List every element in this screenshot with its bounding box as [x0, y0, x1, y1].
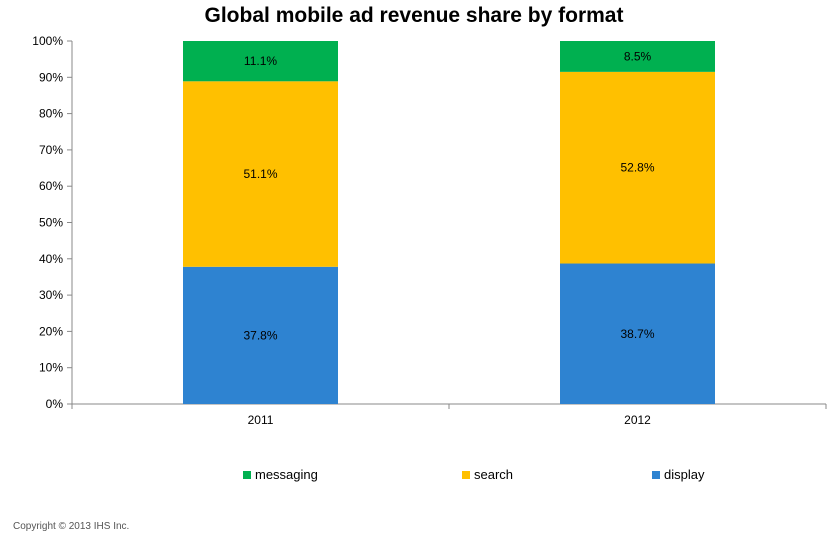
chart-title: Global mobile ad revenue share by format — [204, 4, 624, 27]
data-label-messaging-2012: 8.5% — [624, 49, 652, 63]
data-label-search-2012: 52.8% — [620, 161, 654, 175]
data-label-messaging-2011: 11.1% — [244, 54, 277, 68]
legend-label-display: display — [664, 467, 705, 482]
bar-messaging-2011 — [183, 41, 338, 82]
y-tick-label: 100% — [32, 34, 63, 48]
y-tick-label: 80% — [39, 107, 63, 121]
y-tick-label: 20% — [39, 324, 63, 338]
y-tick-label: 10% — [39, 361, 63, 375]
legend-label-messaging: messaging — [255, 467, 318, 482]
x-tick-label: 2011 — [248, 413, 274, 427]
legend-item-display: display — [652, 467, 704, 482]
y-tick-label: 40% — [39, 252, 63, 266]
legend-swatch-display — [652, 470, 660, 479]
bar-search-2011 — [183, 81, 338, 267]
legend-item-messaging: messaging — [243, 467, 318, 482]
legend-label-search: search — [474, 467, 514, 482]
y-tick-label: 0% — [46, 397, 64, 411]
legend-item-search: search — [462, 467, 513, 482]
data-label-display-2011: 37.8% — [243, 328, 277, 342]
data-label-display-2012: 38.7% — [620, 327, 654, 341]
y-tick-label: 30% — [39, 288, 63, 302]
y-tick-label: 60% — [39, 179, 63, 193]
x-tick-label: 2012 — [624, 413, 651, 427]
data-label-search-2011: 51.1% — [243, 167, 277, 181]
legend-swatch-messaging — [243, 470, 251, 479]
y-tick-label: 50% — [39, 216, 63, 230]
y-tick-label: 70% — [39, 143, 63, 157]
chart-legend: messaging search display — [0, 467, 828, 485]
bar-search-2012 — [560, 71, 715, 264]
bar-display-2012 — [560, 263, 715, 404]
bar-messaging-2012 — [560, 41, 715, 72]
legend-swatch-search — [462, 470, 470, 479]
y-tick-label: 90% — [39, 70, 63, 84]
bar-display-2011 — [183, 266, 338, 404]
chart-plot: 0% 10% 20% 30% 40% 50% 60% 70% 80% 90% 100% 37.8% 51… — [32, 34, 827, 427]
copyright-text: Copyright © 2013 IHS Inc. — [13, 521, 130, 532]
